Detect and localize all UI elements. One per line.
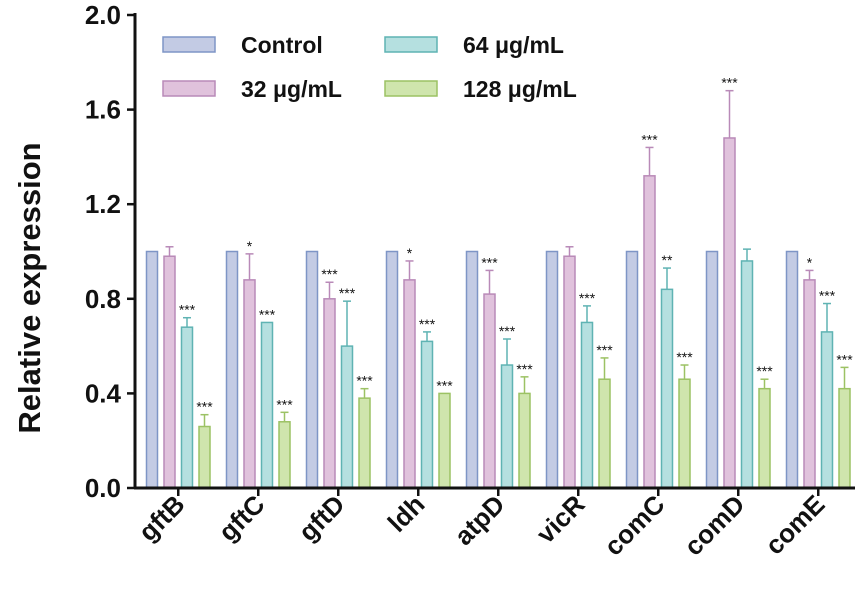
y-tick-label: 1.6 <box>85 95 121 125</box>
bars <box>145 137 851 489</box>
significance-label: *** <box>676 349 693 365</box>
bar <box>483 293 496 489</box>
significance-label: *** <box>436 377 453 393</box>
significance-label: *** <box>596 342 613 358</box>
significance-label: *** <box>819 288 836 304</box>
bar <box>723 137 736 489</box>
y-tick-label: 0.0 <box>85 473 121 503</box>
bar <box>803 279 816 489</box>
bar <box>323 298 336 489</box>
x-tick-label: vicR <box>530 489 590 549</box>
bar <box>438 392 451 489</box>
significance-labels: ****************************************… <box>179 75 853 415</box>
y-ticks: 0.0 0.4 0.8 1.2 1.6 2.0 <box>85 0 135 503</box>
bar <box>278 421 291 489</box>
significance-label: *** <box>356 373 373 389</box>
bar <box>420 340 434 489</box>
error-bars <box>165 89 849 427</box>
y-tick-label: 1.2 <box>85 189 121 219</box>
y-tick-label: 0.8 <box>85 284 121 314</box>
significance-label: *** <box>641 131 658 147</box>
bar <box>580 321 594 489</box>
significance-label: *** <box>276 396 293 412</box>
significance-label: * <box>807 254 813 270</box>
x-tick-label: ldh <box>382 489 431 538</box>
significance-label: *** <box>196 399 213 415</box>
bar <box>340 345 354 489</box>
bar <box>660 288 674 489</box>
bar <box>678 378 691 489</box>
bar <box>180 326 194 489</box>
y-tick-label: 0.4 <box>85 378 122 408</box>
bar <box>545 250 559 489</box>
significance-label: *** <box>259 306 276 322</box>
bar <box>403 279 416 489</box>
x-tick-label: gftC <box>213 489 271 547</box>
x-tick-label: comE <box>759 489 830 560</box>
bar <box>500 364 514 489</box>
bar <box>740 260 754 489</box>
legend-swatch <box>162 80 216 97</box>
significance-label: *** <box>756 363 773 379</box>
bar <box>465 250 479 489</box>
y-axis-label-group: Relative expression <box>12 142 47 433</box>
bar <box>758 387 771 489</box>
x-tick-label: comD <box>678 489 750 561</box>
significance-label: *** <box>339 285 356 301</box>
bar <box>145 250 159 489</box>
x-tick-label: gftB <box>133 489 191 547</box>
bar <box>625 250 639 489</box>
legend: Control 32 μg/mL 64 μg/mL 128 μg/mL <box>162 32 577 102</box>
bar <box>198 425 211 489</box>
bar <box>225 250 239 489</box>
x-tick-label: gftD <box>293 489 351 547</box>
legend-label: 32 μg/mL <box>241 76 342 102</box>
significance-label: * <box>247 238 253 254</box>
bar <box>643 175 656 489</box>
significance-label: *** <box>419 316 436 332</box>
significance-label: *** <box>481 254 498 270</box>
x-tick-label: comC <box>598 489 670 561</box>
axes <box>133 13 855 490</box>
x-tick-label: atpD <box>448 489 510 551</box>
bar <box>563 255 576 489</box>
bar <box>598 378 611 489</box>
legend-label: 128 μg/mL <box>463 76 577 102</box>
bar <box>243 279 256 489</box>
bar <box>385 250 399 489</box>
significance-label: *** <box>579 290 596 306</box>
bar <box>785 250 799 489</box>
significance-label: *** <box>836 351 853 367</box>
legend-swatch <box>162 36 216 53</box>
legend-label: 64 μg/mL <box>463 32 564 58</box>
bar <box>838 387 851 489</box>
significance-label: *** <box>321 266 338 282</box>
significance-label: *** <box>499 323 516 339</box>
y-axis-label: Relative expression <box>12 142 47 433</box>
significance-label: *** <box>179 302 196 318</box>
bar <box>820 331 834 489</box>
significance-label: ** <box>662 252 673 268</box>
bar <box>518 392 531 489</box>
bar <box>705 250 719 489</box>
bar <box>260 321 274 489</box>
significance-label: *** <box>721 75 738 91</box>
bar <box>163 255 176 489</box>
y-tick-label: 2.0 <box>85 0 121 30</box>
bar <box>358 397 371 489</box>
bar <box>305 250 319 489</box>
significance-label: *** <box>516 361 533 377</box>
significance-label: * <box>407 245 413 261</box>
x-ticks: gftB gftC gftD ldh atpD vicR comC comD comE <box>133 488 830 561</box>
legend-label: Control <box>241 32 323 58</box>
legend-swatch <box>384 80 438 97</box>
legend-swatch <box>384 36 438 53</box>
